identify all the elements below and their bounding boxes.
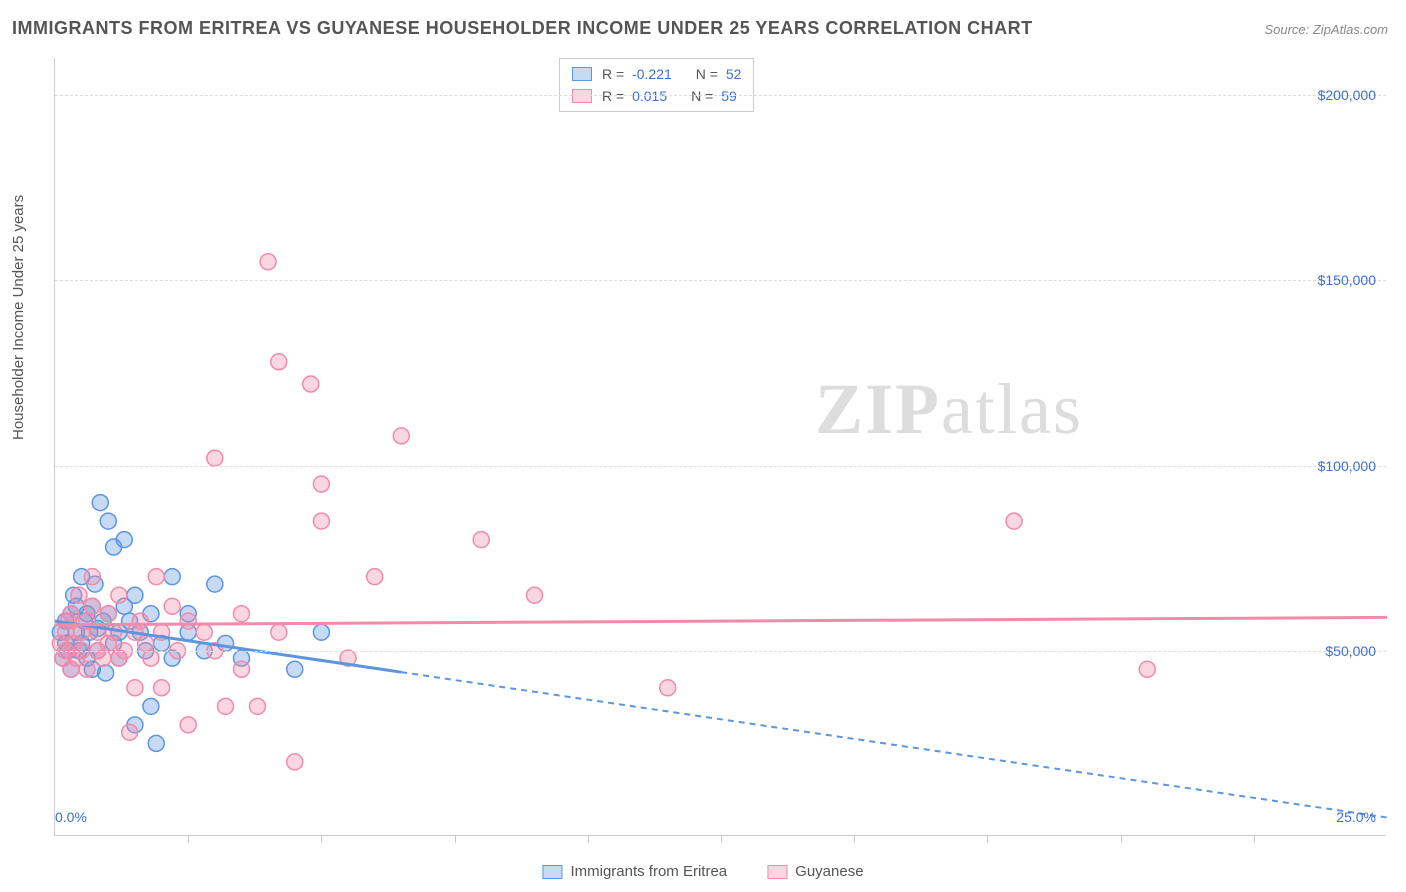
scatter-point: [473, 532, 489, 548]
stats-legend: R = -0.221N = 52R = 0.015N = 59: [559, 58, 754, 112]
legend-label: Immigrants from Eritrea: [570, 863, 727, 880]
x-tick-mark: [321, 835, 322, 843]
scatter-point: [63, 606, 79, 622]
trend-line-solid: [55, 617, 1387, 624]
chart-title: IMMIGRANTS FROM ERITREA VS GUYANESE HOUS…: [12, 18, 1033, 39]
scatter-point: [127, 680, 143, 696]
scatter-point: [303, 376, 319, 392]
scatter-point: [271, 354, 287, 370]
x-tick-mark: [188, 835, 189, 843]
bottom-legend-item: Guyanese: [767, 863, 863, 880]
scatter-point: [271, 624, 287, 640]
scatter-point: [233, 606, 249, 622]
y-tick-label: $200,000: [1318, 87, 1376, 103]
bottom-legend-item: Immigrants from Eritrea: [542, 863, 727, 880]
x-tick-mark: [588, 835, 589, 843]
n-label: N = 52: [696, 66, 742, 82]
scatter-point: [180, 613, 196, 629]
legend-swatch: [542, 865, 562, 879]
scatter-point: [100, 513, 116, 529]
scatter-point: [79, 661, 95, 677]
x-tick-mark: [987, 835, 988, 843]
scatter-point: [217, 698, 233, 714]
scatter-point: [71, 587, 87, 603]
scatter-point: [367, 569, 383, 585]
scatter-point: [92, 495, 108, 511]
gridline-h: [55, 466, 1386, 467]
scatter-point: [164, 598, 180, 614]
trend-line-dashed: [401, 672, 1387, 817]
scatter-point: [111, 587, 127, 603]
y-axis-label: Householder Income Under 25 years: [10, 195, 27, 440]
y-tick-label: $50,000: [1325, 643, 1376, 659]
scatter-point: [148, 735, 164, 751]
scatter-point: [527, 587, 543, 603]
scatter-point: [313, 476, 329, 492]
x-tick-mark: [1121, 835, 1122, 843]
scatter-point: [260, 254, 276, 270]
x-tick-min: 0.0%: [55, 809, 87, 825]
scatter-point: [98, 665, 114, 681]
scatter-point: [196, 624, 212, 640]
source-attribution: Source: ZipAtlas.com: [1264, 22, 1388, 37]
stats-legend-row: R = -0.221 N = 52: [560, 63, 753, 85]
scatter-point: [313, 513, 329, 529]
scatter-point: [148, 569, 164, 585]
x-tick-mark: [1254, 835, 1255, 843]
scatter-point: [393, 428, 409, 444]
gridline-h: [55, 95, 1386, 96]
scatter-point: [1139, 661, 1155, 677]
scatter-point: [143, 650, 159, 666]
y-tick-label: $150,000: [1318, 272, 1376, 288]
scatter-point: [106, 624, 122, 640]
x-tick-mark: [455, 835, 456, 843]
gridline-h: [55, 651, 1386, 652]
scatter-point: [84, 598, 100, 614]
scatter-point: [122, 724, 138, 740]
scatter-point: [287, 754, 303, 770]
scatter-point: [100, 606, 116, 622]
scatter-point: [313, 624, 329, 640]
scatter-point: [154, 680, 170, 696]
scatter-point: [287, 661, 303, 677]
y-tick-label: $100,000: [1318, 458, 1376, 474]
gridline-h: [55, 280, 1386, 281]
scatter-point: [127, 587, 143, 603]
legend-label: Guyanese: [795, 863, 863, 880]
legend-swatch: [767, 865, 787, 879]
scatter-point: [143, 698, 159, 714]
scatter-point: [249, 698, 265, 714]
chart-plot-area: ZIPatlas R = -0.221N = 52R = 0.015N = 59…: [54, 58, 1386, 836]
scatter-point: [207, 576, 223, 592]
x-tick-max: 25.0%: [1336, 809, 1376, 825]
legend-swatch: [572, 67, 592, 81]
scatter-point: [233, 661, 249, 677]
scatter-point: [116, 532, 132, 548]
scatter-point: [180, 717, 196, 733]
scatter-point: [84, 569, 100, 585]
bottom-legend: Immigrants from Eritrea Guyanese: [542, 863, 863, 880]
scatter-point: [660, 680, 676, 696]
scatter-point: [1006, 513, 1022, 529]
x-tick-mark: [721, 835, 722, 843]
scatter-point: [132, 613, 148, 629]
scatter-point: [164, 569, 180, 585]
x-tick-mark: [854, 835, 855, 843]
scatter-point: [207, 450, 223, 466]
scatter-point: [138, 635, 154, 651]
scatter-svg: [55, 58, 1386, 835]
r-label: R = -0.221: [602, 66, 672, 82]
scatter-point: [95, 650, 111, 666]
